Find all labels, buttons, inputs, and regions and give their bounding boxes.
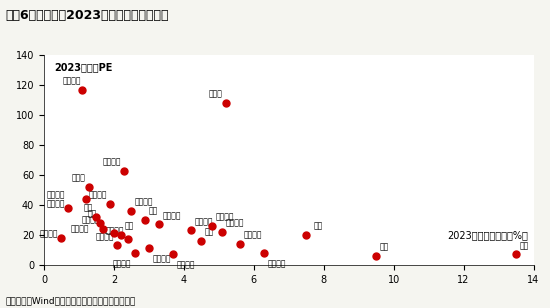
Text: 图表6、一级行业2023年预测股息率与估值: 图表6、一级行业2023年预测股息率与估值 — [6, 9, 169, 22]
Text: 2023年预测PE: 2023年预测PE — [54, 62, 112, 72]
Text: 石油石化: 石油石化 — [268, 259, 286, 268]
Point — [197, 238, 206, 243]
Point — [260, 250, 268, 255]
Point — [109, 231, 118, 236]
Point — [372, 253, 381, 258]
Text: 美容护理: 美容护理 — [47, 199, 65, 208]
Text: 基础化工: 基础化工 — [194, 217, 213, 226]
Text: 家用电器: 家用电器 — [243, 230, 262, 239]
Text: 资料来源：Wind，兴业证券经济与金融研究院整理: 资料来源：Wind，兴业证券经济与金融研究院整理 — [6, 296, 136, 305]
Text: 建筑材料: 建筑材料 — [152, 254, 171, 263]
Text: 机械设备: 机械设备 — [135, 197, 153, 207]
Point — [141, 217, 150, 222]
Text: 电子: 电子 — [84, 204, 93, 213]
Text: 计算机: 计算机 — [72, 174, 86, 183]
Point — [85, 184, 94, 189]
Text: 社会服务: 社会服务 — [62, 76, 81, 85]
Point — [222, 101, 230, 106]
Text: 银行: 银行 — [379, 242, 389, 251]
Text: 医药生物: 医药生物 — [81, 216, 100, 225]
Point — [155, 222, 164, 227]
Point — [81, 197, 90, 201]
Text: 煤炭: 煤炭 — [520, 241, 529, 250]
Text: 房地产: 房地产 — [208, 90, 222, 99]
Text: 有色金属: 有色金属 — [96, 232, 114, 241]
Text: 国防军工: 国防军工 — [47, 190, 65, 199]
Point — [124, 237, 133, 242]
Point — [78, 87, 87, 92]
Point — [186, 228, 195, 233]
Point — [512, 252, 520, 257]
Point — [169, 252, 178, 257]
Text: 交通运输: 交通运输 — [177, 260, 195, 270]
Text: 农林牧渔: 农林牧渔 — [89, 190, 107, 199]
Point — [130, 250, 139, 255]
Text: 建筑装饰: 建筑装饰 — [113, 259, 131, 268]
Text: 通信: 通信 — [314, 221, 322, 230]
Text: 纺织服饰: 纺织服饰 — [215, 213, 234, 221]
Point — [207, 224, 216, 229]
Text: 钢铁: 钢铁 — [205, 227, 214, 237]
Point — [57, 236, 66, 241]
Text: 食品饮料: 食品饮料 — [163, 211, 182, 220]
Text: 汽车: 汽车 — [149, 206, 158, 216]
Point — [120, 168, 129, 173]
Text: 非银金融: 非银金融 — [226, 218, 244, 228]
Point — [96, 221, 104, 225]
Point — [117, 233, 125, 237]
Point — [235, 241, 244, 246]
Point — [64, 205, 73, 210]
Text: 环保: 环保 — [124, 221, 134, 230]
Text: 商贸零售: 商贸零售 — [102, 157, 121, 166]
Point — [145, 246, 153, 251]
Text: 轻工制造: 轻工制造 — [71, 225, 90, 233]
Point — [106, 201, 115, 206]
Text: 传媒: 传媒 — [87, 209, 96, 218]
Text: 公用事业: 公用事业 — [106, 226, 124, 235]
Point — [92, 215, 101, 220]
Point — [218, 229, 227, 234]
Text: 电力设备: 电力设备 — [40, 229, 58, 238]
Text: 2023年预测股息率（%）: 2023年预测股息率（%） — [448, 230, 529, 240]
Point — [99, 226, 108, 231]
Point — [302, 233, 311, 237]
Point — [113, 243, 122, 248]
Point — [127, 209, 136, 213]
